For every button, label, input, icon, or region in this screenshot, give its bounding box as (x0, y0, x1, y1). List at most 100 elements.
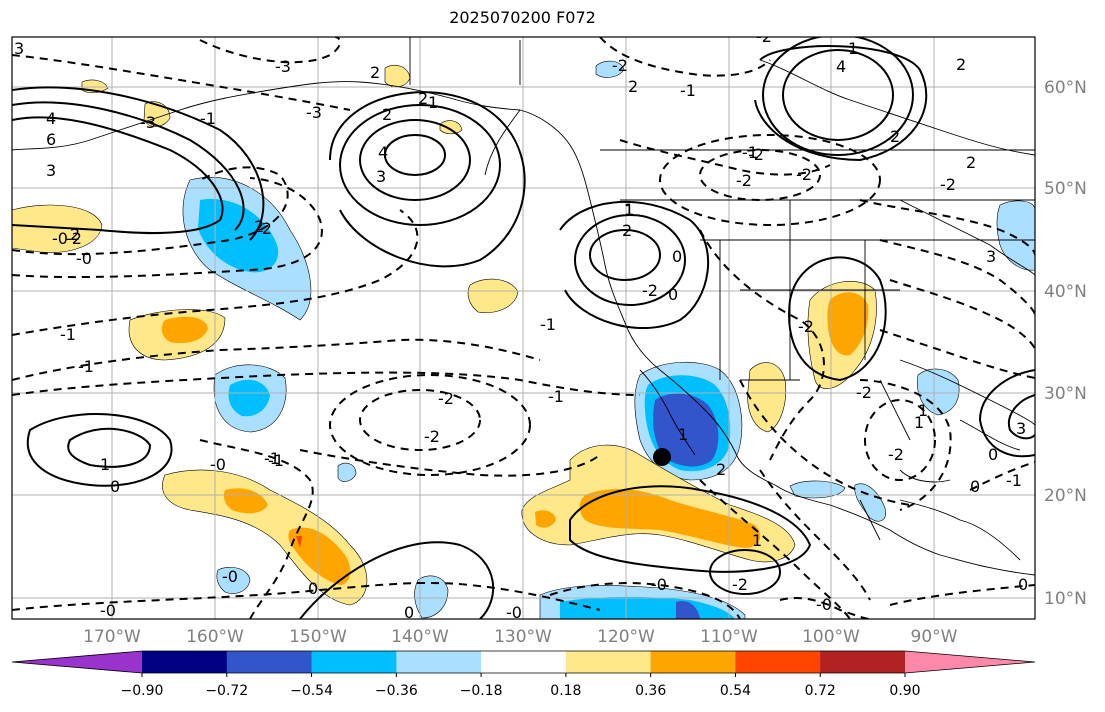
contour-label: 1 (624, 200, 634, 219)
contour-label: 1 (752, 531, 762, 550)
colorbar-tick-label: −0.36 (375, 683, 418, 699)
lon-label: 160°W (186, 627, 244, 647)
colorbar-tick-label: 0.72 (805, 683, 836, 699)
negative-contours (12, 37, 1035, 619)
contour-label: 6 (46, 130, 56, 149)
colorbar-tick-label: 0.90 (889, 683, 920, 699)
fill-neg-light (216, 567, 251, 594)
colorbar-tick-label: −0.18 (460, 683, 503, 699)
contour-label: 1 (918, 401, 928, 420)
plot-frame (11, 36, 1036, 620)
fill-neg-light (917, 368, 960, 416)
contour-label: -2 (798, 317, 814, 336)
fill-neg-mid (198, 199, 279, 273)
fill-neg-light (595, 60, 625, 78)
lon-label: 150°W (289, 627, 347, 647)
fill-neg-mid (228, 379, 270, 417)
contour-label: 2 (716, 460, 726, 479)
fill-pos-mid (535, 510, 556, 528)
lon-label: 90°W (911, 627, 958, 647)
fill-pos-mid (288, 527, 351, 585)
contour-label: -3 (140, 113, 156, 132)
contour-label: 3 (1016, 419, 1026, 438)
contour-label: 3 (986, 247, 996, 266)
contour-label: -1 (268, 451, 284, 470)
contour-label: -2 (732, 575, 748, 594)
contour-label: 2 (382, 105, 392, 124)
contour-label: -1 (60, 325, 76, 344)
contour-label: -2 (748, 145, 764, 164)
colorbar-tick-label: −0.72 (205, 683, 248, 699)
lat-label: 50°N (1044, 179, 1087, 199)
lon-label: 110°W (700, 627, 758, 647)
contour-label: 3 (46, 161, 56, 180)
contour-label: 0 (1018, 575, 1028, 594)
contour-label: -2 (642, 281, 658, 300)
contour-label: -2 (736, 171, 752, 190)
fill-pos-light (439, 120, 463, 135)
contour-label: -1 (1006, 471, 1022, 490)
fill-neg-light (414, 575, 449, 619)
contour-label: -1 (78, 357, 94, 376)
contour-label: -3 (275, 57, 291, 76)
contour-label: -1 (742, 143, 758, 162)
fill-neg-light (337, 462, 357, 482)
fill-neg-light (996, 200, 1035, 271)
contour-label: 2 (370, 63, 380, 82)
contour-label: 0 (672, 247, 682, 266)
contour-label: 2 (70, 225, 80, 244)
contour-label: -1 (680, 81, 696, 100)
colorbar-segment (650, 651, 736, 673)
colorbar-tick-label: 0.18 (550, 683, 581, 699)
fill-pos-mid (579, 488, 761, 548)
contour-label: 1 (624, 201, 634, 220)
contour-label: 3 (376, 167, 386, 186)
contour-label: 0 (970, 477, 980, 496)
fill-pos-light (12, 204, 103, 253)
fill-pos-mid (827, 292, 869, 356)
colorbar-segment (396, 651, 482, 673)
contour-label: 1 (914, 413, 924, 432)
lon-label: 130°W (494, 627, 552, 647)
station-marker[interactable] (653, 448, 671, 466)
colorbar-segment (142, 651, 228, 673)
lat-label: 60°N (1044, 78, 1087, 98)
latitude-labels: 60°N 50°N 40°N 30°N 20°N 10°N (1044, 78, 1087, 609)
colorbar-segment (735, 651, 821, 673)
contour-label: -2 (940, 175, 956, 194)
fill-neg-strong (676, 600, 700, 619)
contour-label: -2 (66, 229, 82, 248)
longitude-labels: 170°W 160°W 150°W 140°W 130°W 120°W 110°… (83, 627, 958, 647)
contour-label: -0 (816, 595, 832, 614)
contour-label: -2 (424, 427, 440, 446)
contour-label: -2 (756, 27, 772, 46)
lon-label: 120°W (597, 627, 655, 647)
lat-label: 30°N (1044, 384, 1087, 404)
contour-label: 1 (428, 93, 438, 112)
map-title: 2025070200 F072 (449, 8, 596, 27)
lat-label: 10°N (1044, 589, 1087, 609)
colorbar-tick-label: 0.36 (635, 683, 666, 699)
contour-label: -1 (540, 315, 556, 334)
lon-label: 140°W (391, 627, 449, 647)
contour-label: 0 (404, 603, 414, 622)
colorbar-tick-label: −0.54 (290, 683, 333, 699)
contour-label: -0 (76, 249, 92, 268)
contour-label: 2 (966, 153, 976, 172)
contour-label: -1 (264, 449, 280, 468)
contour-label: -0 (100, 601, 116, 620)
coastlines (12, 37, 1035, 576)
colorbar-segment (311, 651, 397, 673)
contour-label: -1 (548, 387, 564, 406)
contour-label: -1 (200, 109, 216, 128)
contour-label: 3 (14, 39, 24, 58)
contour-label: 4 (378, 143, 388, 162)
lat-label: 20°N (1044, 486, 1087, 506)
colorbar-segment (565, 651, 652, 673)
contour-label: 2 (628, 77, 638, 96)
lon-label: 170°W (83, 627, 141, 647)
contour-label: 0 (988, 445, 998, 464)
contour-label: -0 (222, 567, 238, 586)
colorbar-tick-label: 0.54 (720, 683, 751, 699)
